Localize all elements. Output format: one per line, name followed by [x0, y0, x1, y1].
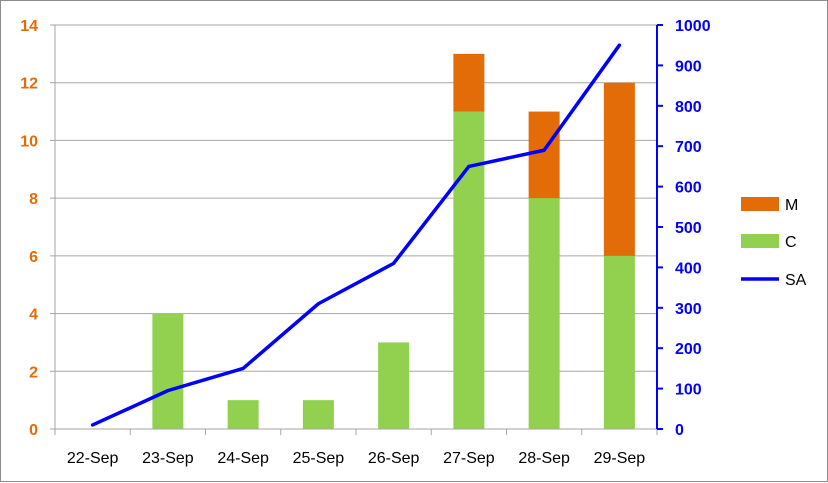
line-sa [90, 43, 622, 427]
right-tick-label: 900 [675, 58, 702, 75]
point-sa-25-sep [316, 302, 320, 306]
legend: M C SA [741, 197, 807, 289]
x-tick-label: 22-Sep [67, 450, 119, 467]
left-tick-label: 12 [20, 76, 38, 93]
bar-c-29-sep [603, 255, 635, 429]
left-tick-label: 10 [20, 133, 38, 150]
right-tick-label: 300 [675, 301, 702, 318]
left-axis-ticks: 0 2 4 6 8 10 12 14 [20, 18, 38, 439]
bar-c-26-sep [378, 342, 410, 429]
right-tick-label: 100 [675, 382, 702, 399]
x-tick-label: 23-Sep [142, 450, 194, 467]
right-tick-label: 200 [675, 341, 702, 358]
gridlines [55, 24, 657, 372]
x-tick-label: 27-Sep [443, 450, 495, 467]
point-sa-23-sep [166, 389, 170, 393]
bar-m-29-sep [603, 82, 635, 256]
left-tick-label: 0 [29, 422, 38, 439]
bar-c-23-sep [152, 313, 184, 429]
right-tick-label: 700 [675, 139, 702, 156]
legend-label-c: C [785, 234, 797, 251]
left-tick-label: 14 [20, 18, 38, 35]
point-sa-27-sep [467, 164, 471, 168]
bar-c-28-sep [528, 198, 560, 429]
left-tick-label: 8 [29, 191, 38, 208]
point-sa-29-sep [617, 43, 621, 47]
right-tick-label: 0 [675, 422, 684, 439]
bar-m-28-sep [528, 111, 560, 199]
right-tick-label: 1000 [675, 18, 711, 35]
legend-label-m: M [785, 197, 798, 214]
right-tick-label: 400 [675, 260, 702, 277]
sa-line [90, 43, 622, 427]
left-tick-label: 6 [29, 249, 38, 266]
point-sa-22-sep [91, 423, 95, 427]
point-sa-24-sep [241, 366, 245, 370]
x-tick-label: 26-Sep [368, 450, 420, 467]
left-tick-label: 4 [29, 307, 38, 324]
right-tick-label: 500 [675, 220, 702, 237]
left-tick-label: 2 [29, 364, 38, 381]
point-sa-28-sep [542, 148, 546, 152]
bar-c-24-sep [227, 400, 259, 429]
right-tick-label: 800 [675, 99, 702, 116]
x-tick-label: 29-Sep [594, 450, 646, 467]
bar-c-25-sep [302, 400, 334, 429]
axes [50, 24, 663, 435]
legend-swatch-c [741, 234, 779, 248]
right-tick-label: 600 [675, 180, 702, 197]
x-tick-label: 28-Sep [518, 450, 570, 467]
legend-label-sa: SA [785, 272, 807, 289]
legend-swatch-m [741, 197, 779, 211]
x-axis-ticks: 22-Sep 23-Sep 24-Sep 25-Sep 26-Sep 27-Sep 28-S… [67, 450, 645, 467]
x-tick-label: 24-Sep [217, 450, 269, 467]
bars [152, 53, 635, 430]
point-sa-26-sep [392, 261, 396, 265]
x-tick-label: 25-Sep [293, 450, 345, 467]
bar-m-27-sep [453, 53, 485, 112]
right-axis-ticks: 0 100 200 300 400 500 600 700 800 900 1000 [675, 18, 711, 439]
bar-c-27-sep [453, 111, 485, 430]
